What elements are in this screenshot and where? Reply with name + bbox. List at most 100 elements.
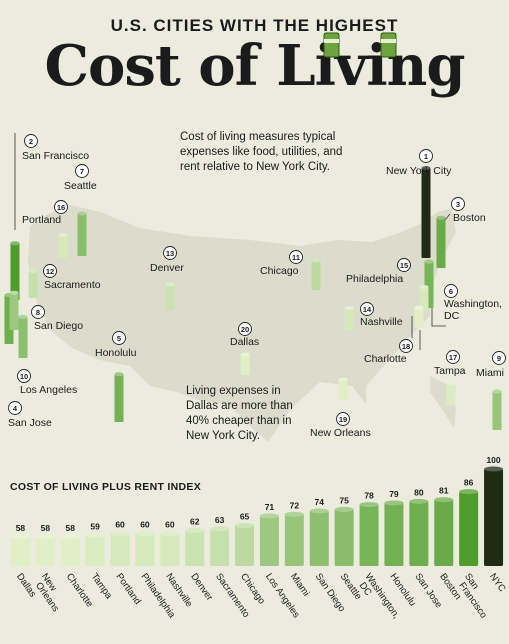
bar-value-label: 75	[339, 495, 349, 505]
dallas-note-line-1: Living expenses in	[186, 385, 281, 397]
bar-cap	[284, 511, 304, 517]
bar-cap	[160, 531, 180, 537]
map-cylinder	[10, 243, 20, 300]
bar-value-label: 81	[439, 486, 449, 496]
map-cylinder-top	[492, 389, 502, 394]
city-label: Miami	[476, 367, 504, 379]
definition-line-3: rent relative to New York City.	[180, 161, 330, 173]
map-cylinder	[240, 354, 250, 375]
definition-line-1: Cost of living measures typical	[180, 131, 335, 143]
rank-badge	[24, 134, 38, 148]
bar-cap	[484, 466, 504, 472]
map-cylinder-top	[165, 282, 175, 287]
map-cylinder	[421, 168, 431, 258]
bar-value-label: 78	[364, 491, 374, 501]
map-cylinder-top	[419, 285, 429, 289]
map-cylinder	[338, 379, 348, 400]
city-label: Honolulu	[95, 347, 137, 359]
map-cylinder-top	[424, 259, 434, 264]
city-label: San Jose	[8, 417, 52, 429]
rank-number: 11	[292, 253, 300, 262]
city-label: Los Angeles	[20, 384, 77, 396]
map-cylinder-top	[114, 372, 124, 377]
city-label: Portland	[22, 214, 61, 226]
map-cylinder	[9, 292, 19, 330]
rank-badge	[444, 284, 458, 298]
bar-value-label: 79	[389, 489, 399, 499]
rank-badge	[289, 250, 303, 264]
rank-badge	[43, 264, 57, 278]
rank-number: 15	[400, 261, 408, 270]
bar-sacramento	[210, 528, 230, 566]
category-label: Miami	[288, 571, 312, 598]
bar-new-orleans	[35, 536, 55, 566]
dallas-note-line-2: Dallas are more than	[186, 400, 293, 412]
map-cylinder-top	[10, 241, 20, 246]
bar-value-label: 100	[486, 455, 500, 465]
map-cylinder	[58, 235, 68, 258]
rank-number: 17	[449, 353, 457, 362]
dallas-note-line-3: 40% cheaper than in	[186, 415, 292, 427]
category-label: Tampa	[89, 571, 115, 601]
map-cylinder-top	[18, 314, 28, 319]
bar-cap	[35, 534, 55, 540]
bar-cap	[235, 523, 255, 529]
bar-cap	[409, 498, 429, 504]
supertitle: U.S. CITIES WITH THE HIGHEST	[110, 16, 399, 35]
bar-washington-dc	[359, 504, 379, 566]
definition-line-2: expenses like food, utilities, and	[180, 146, 342, 158]
rank-badge	[419, 149, 433, 163]
bar-tampa	[85, 535, 105, 566]
rank-badge	[492, 351, 506, 365]
rank-number: 16	[57, 203, 65, 212]
bar-cap	[135, 531, 155, 537]
rank-badge	[360, 302, 374, 316]
bar-honolulu	[384, 502, 404, 566]
rank-number: 18	[402, 342, 410, 351]
rank-badge	[17, 369, 31, 383]
bar-cap	[60, 534, 80, 540]
bar-value-label: 71	[265, 502, 275, 512]
bar-seattle	[334, 509, 354, 566]
bar-value-label: 59	[90, 521, 100, 531]
bar-value-label: 65	[240, 512, 250, 522]
bar-san-diego	[309, 511, 329, 566]
bar-value-label: 63	[215, 515, 225, 525]
map-cylinder-top	[28, 269, 38, 274]
bar-portland	[110, 533, 130, 566]
bar-value-label: 60	[115, 520, 125, 530]
city-label: Denver	[150, 262, 184, 274]
rank-number: 6	[449, 287, 453, 296]
rank-badge	[397, 258, 411, 272]
rank-number: 13	[166, 249, 174, 258]
bar-charlotte	[60, 536, 80, 566]
bar-value-label: 72	[290, 500, 300, 510]
map-cylinder	[436, 217, 446, 268]
rank-number: 1	[424, 152, 428, 161]
city-label: Sacramento	[44, 279, 101, 291]
rank-badge	[31, 305, 45, 319]
bar-chicago	[235, 525, 255, 566]
map-cylinder	[414, 307, 424, 328]
rank-number: 14	[363, 305, 372, 314]
bar-nyc	[484, 469, 504, 566]
rank-badge	[112, 331, 126, 345]
rank-number: 12	[46, 267, 54, 276]
bar-los-angeles	[259, 515, 279, 566]
city-label: Dallas	[230, 336, 259, 348]
bar-cap	[185, 527, 205, 533]
bar-value-label: 60	[165, 520, 175, 530]
map-cylinder-top	[77, 211, 87, 216]
map-cylinder	[114, 374, 124, 422]
rank-number: 7	[80, 167, 84, 176]
map-cylinder	[18, 316, 28, 358]
city-label: New Orleans	[310, 427, 371, 439]
bar-cap	[210, 526, 230, 532]
bar-cap	[434, 497, 454, 503]
rank-badge	[238, 322, 252, 336]
bar-cap	[85, 532, 105, 538]
bar-cap	[359, 502, 379, 508]
city-label: Washington, DC	[444, 298, 502, 322]
bar-value-label: 60	[140, 520, 150, 530]
map-cylinder-top	[240, 352, 250, 357]
